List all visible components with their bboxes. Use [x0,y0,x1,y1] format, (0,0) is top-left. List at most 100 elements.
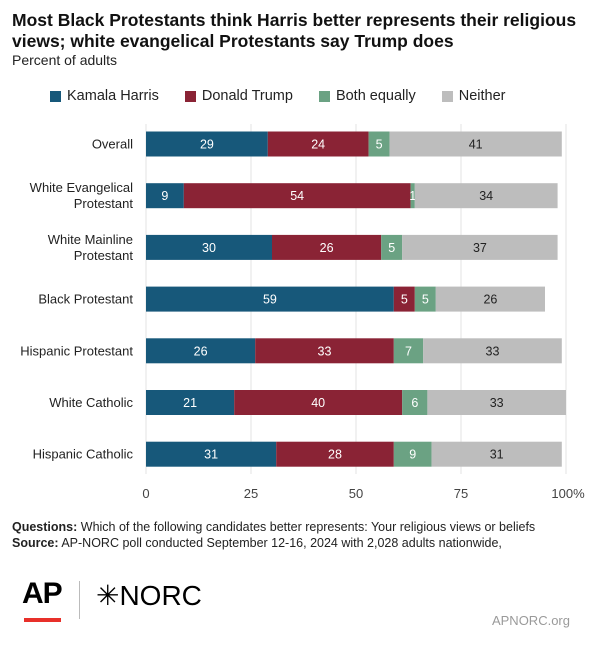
x-tick-label: 100% [551,486,585,501]
bar-segment-trump [183,183,411,209]
logo-divider [79,581,80,619]
legend-item-neither: Neither [441,88,506,104]
category-label: Hispanic Protestant [20,343,133,358]
data-label-harris: 30 [202,241,216,255]
ap-logo: AP [22,577,63,610]
chart-legend: Kamala Harris Donald Trump Both equally … [50,88,532,104]
data-label-trump: 28 [328,448,342,462]
category-label-line: Hispanic Catholic [33,447,134,462]
category-label: White Mainline Protestant [48,232,134,263]
data-label-neither: 26 [483,293,497,307]
bar-segment-trump [255,338,394,364]
bar-segment-harris [146,183,184,209]
bar-segment-both [381,234,403,260]
category-label-line: Black Protestant [38,292,133,307]
data-label-neither: 33 [490,396,504,410]
source-label: Source: [12,536,59,550]
category-label-line: Protestant [74,248,134,263]
questions-label: Questions: [12,520,78,534]
category-label: Black Protestant [38,292,133,307]
bar-segment-both [368,131,390,157]
category-label-line: Protestant [74,196,134,211]
bar-segment-trump [234,390,403,415]
data-label-both: 6 [411,396,418,410]
category-label: White Catholic [49,395,133,410]
x-tick-label: 0 [142,486,149,501]
category-label: Overall [92,137,133,152]
bar-segment-neither [423,338,562,364]
data-label-trump: 54 [290,189,304,203]
data-label-both: 5 [376,138,383,152]
legend-swatch-trump [184,90,196,102]
legend-item-trump: Donald Trump [184,88,293,104]
data-label-trump: 33 [318,344,332,358]
data-label-both: 5 [422,293,429,307]
bar-segment-both [402,390,428,415]
bar-segment-harris [146,131,268,157]
bar-segment-neither [427,390,566,415]
data-label-harris: 59 [263,293,277,307]
site-url: APNORC.org [491,613,570,628]
bar-segment-both [414,286,436,312]
legend-item-both: Both equally [318,88,416,104]
data-label-neither: 31 [490,448,504,462]
category-label: White Evangelical Protestant [30,180,134,211]
bar-segment-trump [267,131,369,157]
norc-logo: ✳NORC [96,580,202,611]
data-label-trump: 40 [311,396,325,410]
data-label-both: 9 [409,448,416,462]
chart-footer: Questions: Which of the following candid… [12,519,592,551]
category-label-line: White Mainline [48,232,133,247]
ap-logo-underline [24,618,61,622]
data-label-harris: 26 [194,344,208,358]
bar-segment-harris [146,286,394,312]
legend-item-harris: Kamala Harris [50,88,159,104]
data-label-harris: 31 [204,448,218,462]
bar-segment-harris [146,234,272,260]
category-label-line: White Evangelical [30,180,133,195]
questions-note: Questions: Which of the following candid… [12,519,592,535]
chart-title: Most Black Protestants think Harris bett… [12,10,577,51]
legend-label-neither: Neither [458,88,506,104]
bar-segment-trump [276,441,394,467]
bar-segment-both [393,338,424,364]
data-label-neither: 34 [479,189,493,203]
bar-segment-harris [146,441,277,467]
data-label-trump: 26 [320,241,334,255]
category-label-line: Hispanic Protestant [20,343,133,358]
legend-swatch-both [318,90,330,102]
data-label-both: 5 [388,241,395,255]
data-label-neither: 33 [486,344,500,358]
bar-segment-harris [146,390,235,415]
data-label-harris: 29 [200,138,214,152]
x-tick-label: 50 [349,486,363,501]
data-label-trump: 5 [401,293,408,307]
data-label-harris: 9 [161,189,168,203]
bar-segment-neither [435,286,545,312]
legend-label-both: Both equally [335,88,416,104]
legend-label-trump: Donald Trump [201,88,293,104]
bar-segment-both [393,441,432,467]
data-label-neither: 41 [469,138,483,152]
bar-segment-trump [393,286,415,312]
data-label-both: 7 [405,344,412,358]
source-note: Source: AP-NORC poll conducted September… [12,535,592,551]
bar-segment-neither [402,234,558,260]
chart-subtitle: Percent of adults [12,52,118,68]
data-label-trump: 24 [311,138,325,152]
legend-swatch-neither [441,90,453,102]
source-text: AP-NORC poll conducted September 12-16, … [58,536,502,550]
data-label-both: 1 [409,189,416,203]
bar-segment-both [410,183,415,209]
questions-text: Which of the following candidates better… [77,520,536,534]
bar-segment-trump [272,234,382,260]
bar-segment-neither [431,441,562,467]
bar-segment-harris [146,338,256,364]
legend-label-harris: Kamala Harris [67,88,159,104]
x-tick-label: 75 [454,486,468,501]
legend-swatch-harris [50,90,61,102]
bar-segment-neither [414,183,558,209]
category-label-line: Overall [92,137,133,152]
category-label: Hispanic Catholic [33,447,134,462]
